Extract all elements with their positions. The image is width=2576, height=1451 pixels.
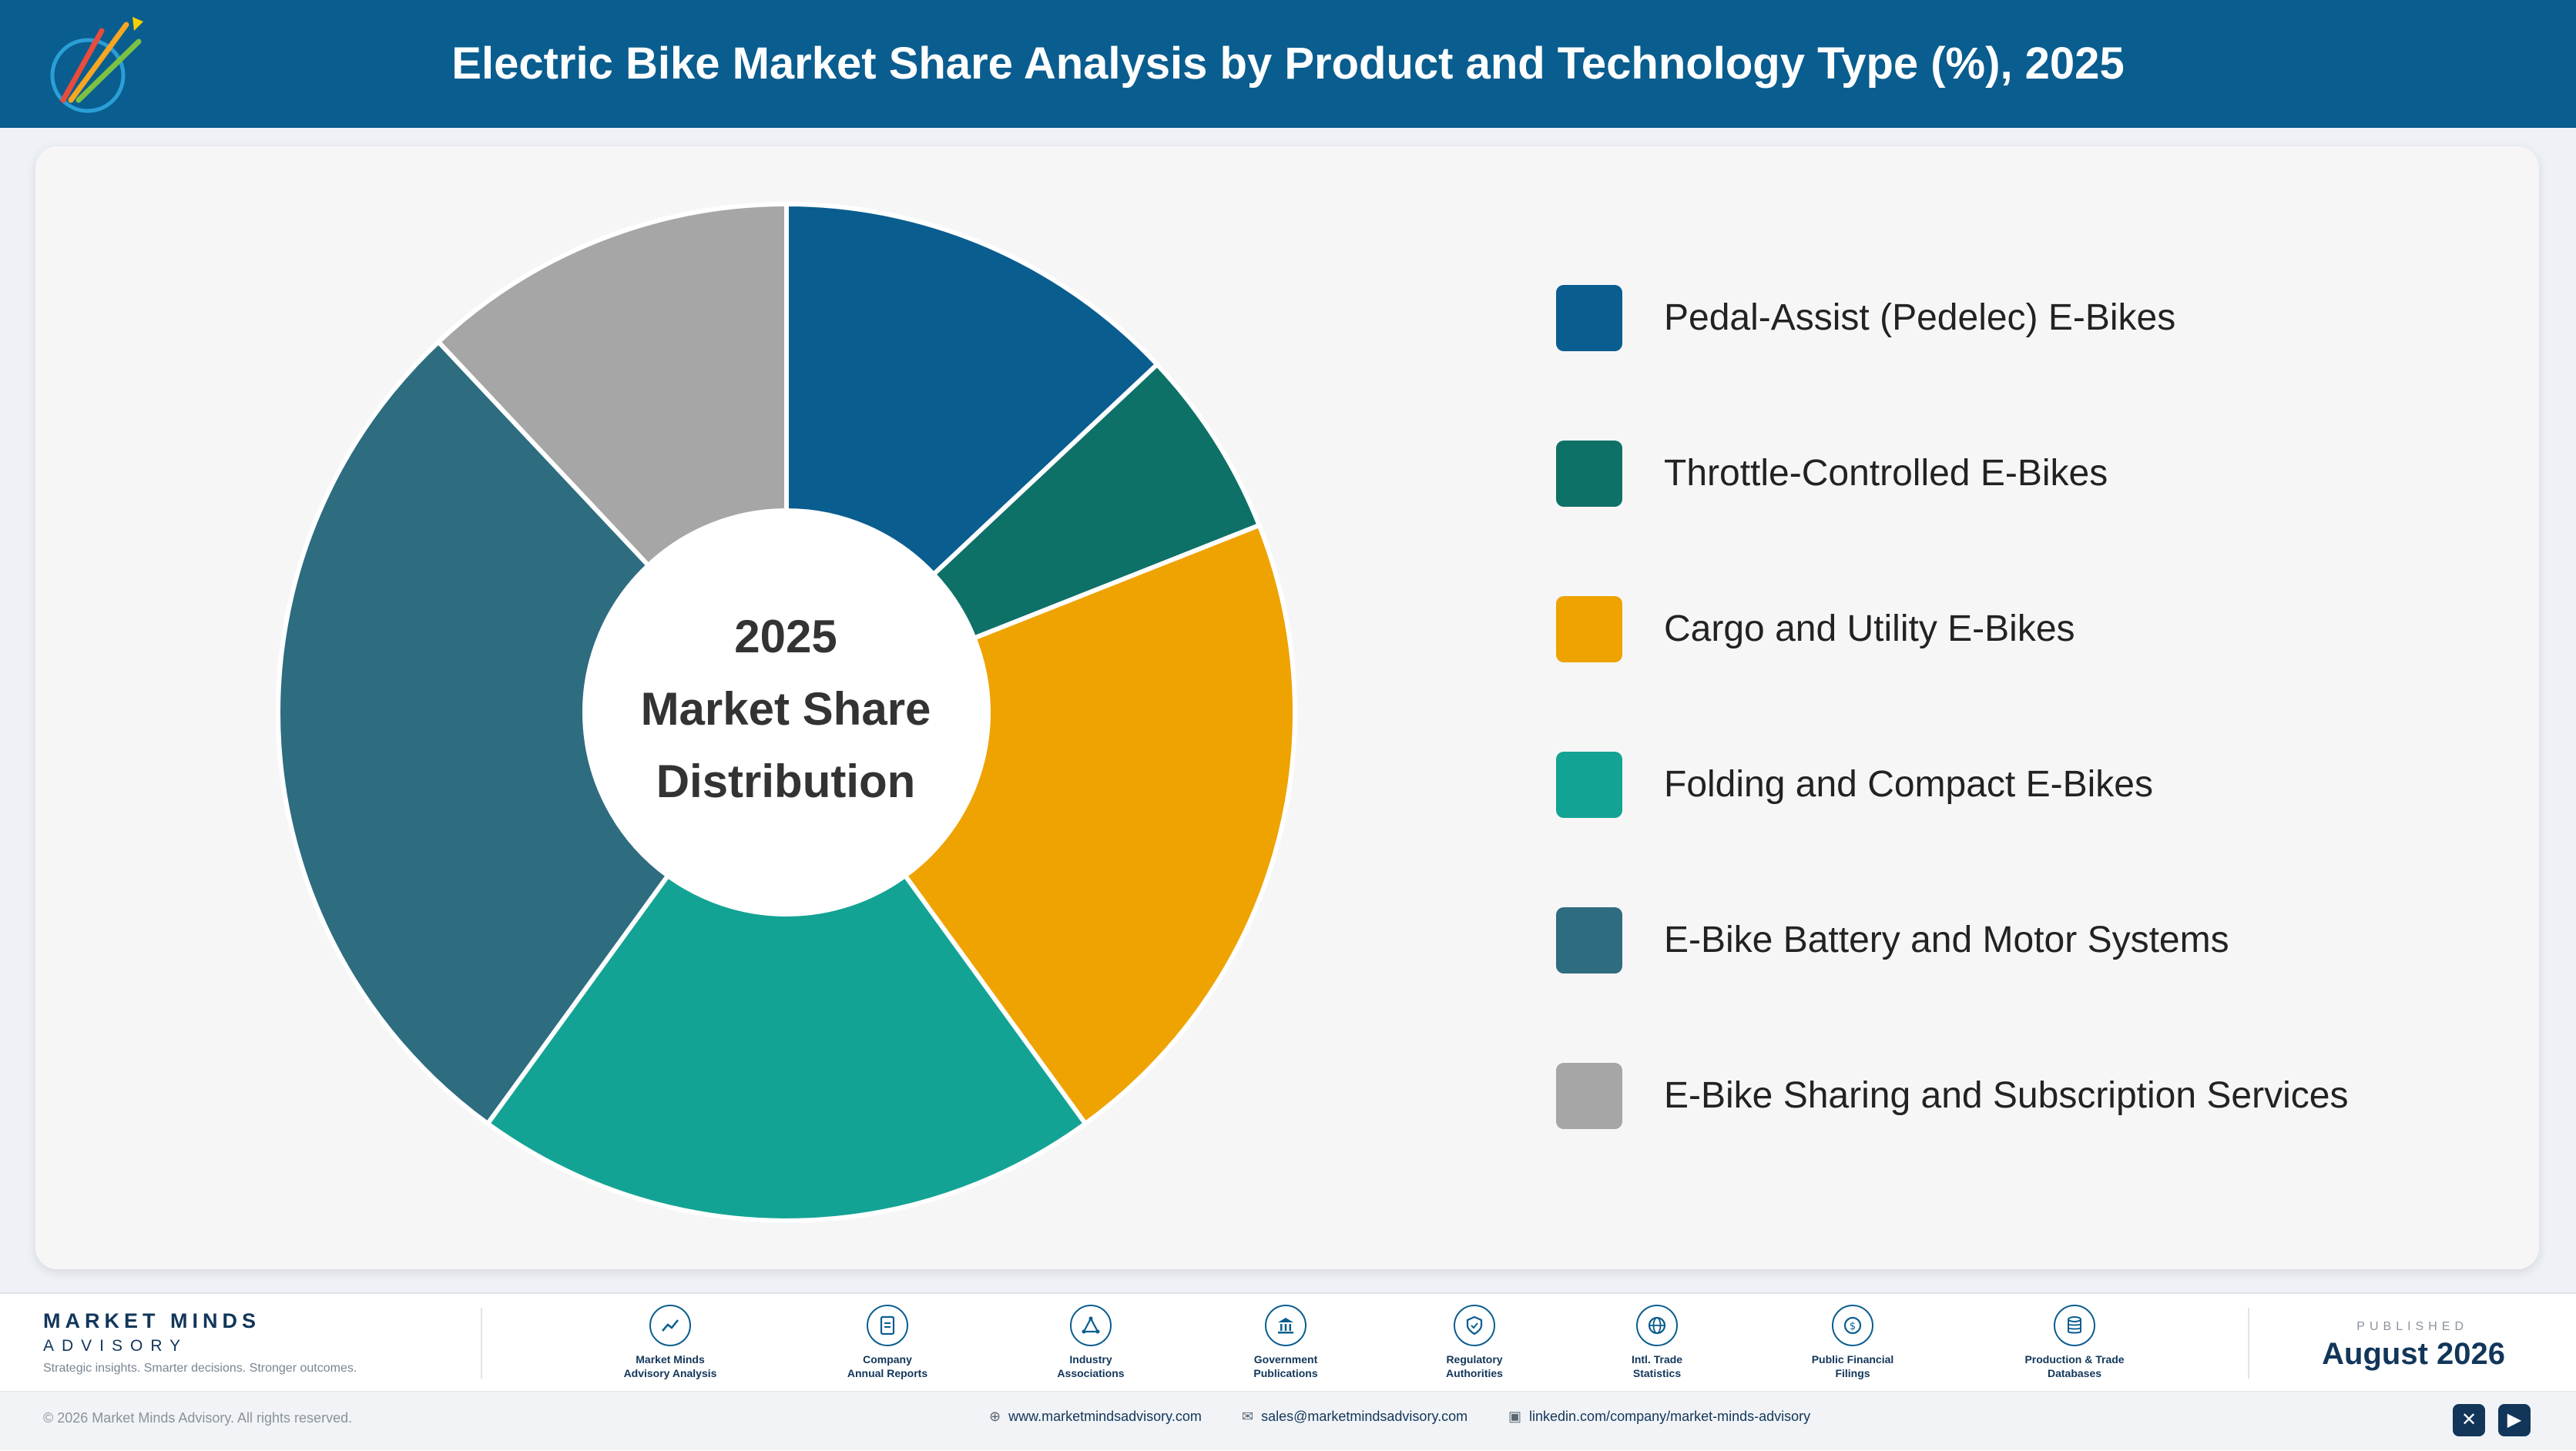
footer-brand-name: MARKET MINDS bbox=[43, 1309, 260, 1332]
donut-chart bbox=[276, 201, 1297, 1223]
linkedin-link[interactable]: ▣ linkedin.com/company/market-minds-advis… bbox=[1508, 1409, 1811, 1424]
email-link[interactable]: ✉ sales@marketmindsadvisory.com bbox=[1242, 1409, 1468, 1424]
source-public-financial-filings: $ Public Financial Filings bbox=[1776, 1305, 1930, 1380]
legend-swatch bbox=[1556, 441, 1622, 507]
database-icon bbox=[2054, 1305, 2095, 1346]
footer-tagline: Strategic insights. Smarter decisions. S… bbox=[43, 1362, 357, 1375]
legend-item-cargo-utility: Cargo and Utility E-Bikes bbox=[1556, 596, 2480, 664]
center-label-line-3: Distribution bbox=[656, 756, 916, 807]
network-icon bbox=[1070, 1305, 1112, 1346]
youtube-icon[interactable]: ▶ bbox=[2498, 1404, 2531, 1436]
legend-swatch bbox=[1556, 752, 1622, 818]
legend-swatch bbox=[1556, 285, 1622, 351]
center-label-line-1: 2025 bbox=[734, 611, 837, 662]
footer-divider bbox=[481, 1308, 482, 1379]
company-logo bbox=[50, 17, 143, 113]
copyright-text: © 2026 Market Minds Advisory. All rights… bbox=[43, 1410, 353, 1426]
bottom-bar: © 2026 Market Minds Advisory. All rights… bbox=[0, 1391, 2576, 1450]
donut-hole bbox=[585, 511, 988, 914]
legend-swatch bbox=[1556, 596, 1622, 662]
legend-label: Throttle-Controlled E-Bikes bbox=[1664, 453, 2108, 494]
page-title: Electric Bike Market Share Analysis by P… bbox=[451, 39, 2125, 89]
svg-text:$: $ bbox=[1850, 1321, 1856, 1332]
globe-icon bbox=[1636, 1305, 1678, 1346]
legend-item-folding-compact: Folding and Compact E-Bikes bbox=[1556, 752, 2480, 819]
website-link[interactable]: ⊕ www.marketmindsadvisory.com bbox=[989, 1409, 1202, 1424]
legend-label: Folding and Compact E-Bikes bbox=[1664, 764, 2153, 805]
source-production-trade-databases: Production & Trade Databases bbox=[1997, 1305, 2152, 1380]
donut-center-label: 2025 Market Share Distribution bbox=[593, 601, 978, 818]
legend-item-pedal-assist: Pedal-Assist (Pedelec) E-Bikes bbox=[1556, 285, 2480, 353]
source-company-reports: Company Annual Reports bbox=[810, 1305, 964, 1380]
chart-line-icon bbox=[649, 1305, 691, 1346]
legend-swatch bbox=[1556, 1063, 1622, 1129]
legend-item-battery-motor: E-Bike Battery and Motor Systems bbox=[1556, 907, 2480, 975]
header-bar: Electric Bike Market Share Analysis by P… bbox=[0, 0, 2576, 128]
source-regulatory-authorities: Regulatory Authorities bbox=[1397, 1305, 1551, 1380]
legend-item-throttle-controlled: Throttle-Controlled E-Bikes bbox=[1556, 441, 2480, 508]
x-social-icon[interactable]: ✕ bbox=[2453, 1404, 2485, 1436]
legend-label: Cargo and Utility E-Bikes bbox=[1664, 608, 2075, 649]
legend-label: E-Bike Sharing and Subscription Services bbox=[1664, 1075, 2349, 1116]
footer-brand-sub: ADVISORY bbox=[43, 1337, 189, 1355]
shield-icon bbox=[1454, 1305, 1495, 1346]
document-icon bbox=[867, 1305, 908, 1346]
legend-label: Pedal-Assist (Pedelec) E-Bikes bbox=[1664, 297, 2176, 338]
mail-icon: ✉ bbox=[1242, 1409, 1254, 1424]
globe-icon: ⊕ bbox=[989, 1409, 1001, 1424]
legend-swatch bbox=[1556, 907, 1622, 973]
source-government-publications: Government Publications bbox=[1209, 1305, 1363, 1380]
center-label-line-2: Market Share bbox=[640, 683, 931, 735]
government-building-icon bbox=[1265, 1305, 1306, 1346]
linkedin-icon: ▣ bbox=[1508, 1409, 1522, 1424]
legend-item-sharing-subscription: E-Bike Sharing and Subscription Services bbox=[1556, 1063, 2480, 1131]
source-trade-statistics: Intl. Trade Statistics bbox=[1580, 1305, 1734, 1380]
source-market-minds-analysis: Market Minds Advisory Analysis bbox=[593, 1305, 747, 1380]
published-date: August 2026 bbox=[2322, 1337, 2505, 1371]
footer-divider bbox=[2248, 1308, 2249, 1379]
published-label: PUBLISHED bbox=[2356, 1320, 2468, 1333]
legend-label: E-Bike Battery and Motor Systems bbox=[1664, 920, 2229, 960]
source-industry-associations: Industry Associations bbox=[1014, 1305, 1168, 1380]
coin-icon: $ bbox=[1832, 1305, 1873, 1346]
